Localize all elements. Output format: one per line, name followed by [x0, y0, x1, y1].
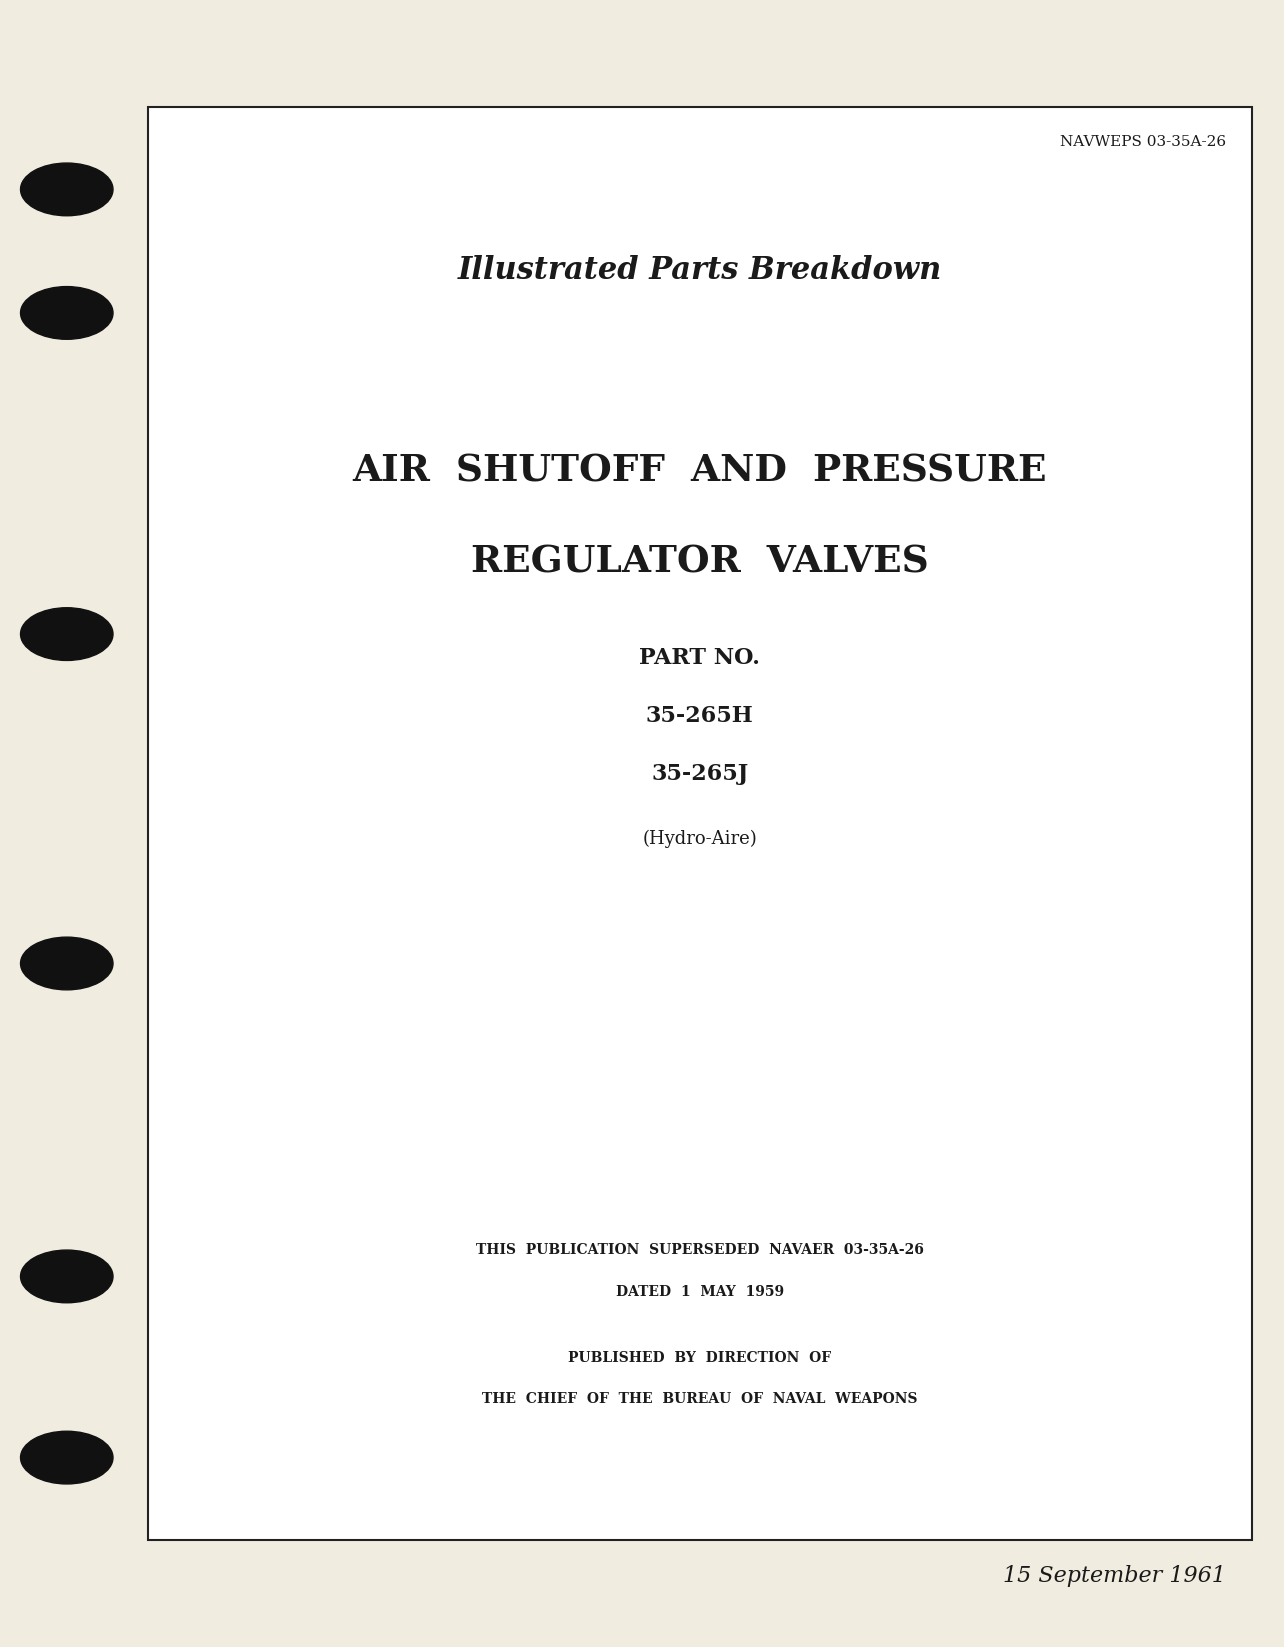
Ellipse shape	[21, 287, 113, 339]
Text: PUBLISHED  BY  DIRECTION  OF: PUBLISHED BY DIRECTION OF	[569, 1351, 831, 1365]
Ellipse shape	[21, 608, 113, 660]
Ellipse shape	[21, 1250, 113, 1303]
Text: AIR  SHUTOFF  AND  PRESSURE: AIR SHUTOFF AND PRESSURE	[353, 453, 1046, 489]
Text: Illustrated Parts Breakdown: Illustrated Parts Breakdown	[457, 255, 942, 287]
Ellipse shape	[21, 1431, 113, 1484]
Text: DATED  1  MAY  1959: DATED 1 MAY 1959	[616, 1285, 783, 1299]
Text: PART NO.: PART NO.	[639, 647, 760, 669]
Text: THE  CHIEF  OF  THE  BUREAU  OF  NAVAL  WEAPONS: THE CHIEF OF THE BUREAU OF NAVAL WEAPONS	[482, 1392, 918, 1407]
Text: 35-265H: 35-265H	[646, 705, 754, 726]
Text: 35-265J: 35-265J	[651, 763, 749, 784]
Text: THIS  PUBLICATION  SUPERSEDED  NAVAER  03-35A-26: THIS PUBLICATION SUPERSEDED NAVAER 03-35…	[476, 1243, 923, 1258]
Text: NAVWEPS 03-35A-26: NAVWEPS 03-35A-26	[1061, 135, 1226, 150]
Text: 15 September 1961: 15 September 1961	[1003, 1565, 1226, 1586]
Ellipse shape	[21, 937, 113, 990]
Text: REGULATOR  VALVES: REGULATOR VALVES	[471, 544, 928, 580]
Text: (Hydro-Aire): (Hydro-Aire)	[642, 830, 758, 848]
Ellipse shape	[21, 163, 113, 216]
Bar	[148, 107, 1252, 1540]
